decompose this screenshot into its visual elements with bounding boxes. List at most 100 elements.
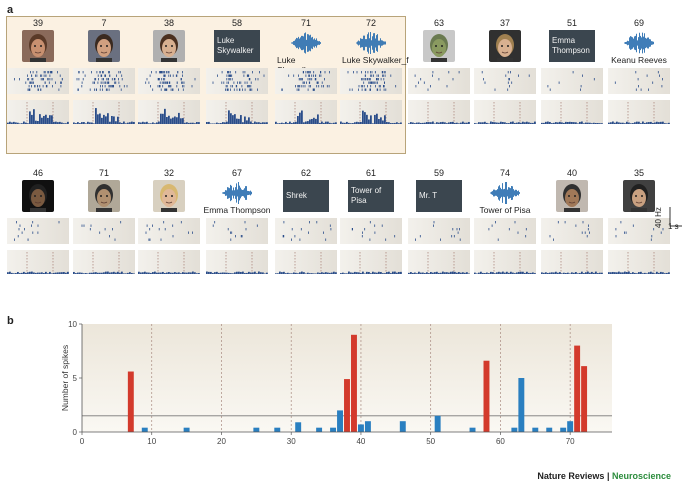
spike-raster xyxy=(474,218,536,244)
bar-picture-63 xyxy=(518,378,525,432)
picture-number: 72 xyxy=(365,18,376,28)
spike-raster xyxy=(73,68,135,94)
psth-histogram xyxy=(73,250,135,274)
picture-number: 71 xyxy=(300,18,311,28)
face-image xyxy=(556,180,588,212)
bar-picture-51 xyxy=(434,415,441,432)
spike-raster xyxy=(275,218,337,244)
bar-picture-15 xyxy=(183,427,190,432)
spike-raster xyxy=(7,218,69,244)
spike-raster xyxy=(474,68,536,94)
picture-number: 39 xyxy=(32,18,43,28)
name-card: Mr. T xyxy=(416,180,462,212)
bar-picture-46 xyxy=(399,421,406,432)
spike-raster xyxy=(340,68,402,94)
bar-picture-9 xyxy=(141,427,148,432)
psth-histogram xyxy=(541,250,603,274)
psth-histogram xyxy=(138,250,200,274)
bar-picture-38 xyxy=(344,379,350,432)
psth-histogram xyxy=(275,250,337,274)
face-image xyxy=(22,30,54,62)
name-card: Tower of Pisa xyxy=(348,180,394,212)
y-tick-label: 0 xyxy=(73,428,78,437)
scale-rate-label: 40 Hz xyxy=(654,207,663,228)
bar-picture-67 xyxy=(546,427,553,432)
picture-number: 74 xyxy=(499,168,510,178)
psth-histogram xyxy=(206,250,268,274)
picture-number: 62 xyxy=(300,168,311,178)
psth-histogram xyxy=(275,100,337,124)
scale-time-label: 1 s xyxy=(668,222,679,231)
x-tick-label: 30 xyxy=(287,437,296,445)
picture-number: 71 xyxy=(98,168,109,178)
bar-picture-65 xyxy=(532,427,539,432)
audio-waveform-icon xyxy=(222,182,252,204)
picture-number: 40 xyxy=(566,168,577,178)
face-image xyxy=(489,30,521,62)
audio-waveform-icon xyxy=(490,182,520,204)
bar-picture-69 xyxy=(560,427,567,432)
psth-histogram xyxy=(408,250,470,274)
x-tick-label: 20 xyxy=(217,437,226,445)
picture-number: 35 xyxy=(633,168,644,178)
bar-picture-62 xyxy=(511,427,518,432)
brand-journal: Neuroscience xyxy=(611,471,671,481)
bar-picture-70 xyxy=(567,421,574,432)
psth-histogram xyxy=(340,250,402,274)
psth-histogram xyxy=(608,250,670,274)
spike-raster xyxy=(7,68,69,94)
spike-raster xyxy=(541,68,603,94)
face-image xyxy=(423,30,455,62)
bar-picture-37 xyxy=(337,410,343,432)
psth-histogram xyxy=(608,100,670,124)
spike-raster xyxy=(275,68,337,94)
bar-picture-72 xyxy=(581,366,588,432)
audio-label: Keanu Reeves xyxy=(611,55,667,65)
panel-b-label: b xyxy=(7,315,14,327)
spike-raster xyxy=(206,218,268,244)
psth-histogram xyxy=(541,100,603,124)
bar-picture-7 xyxy=(127,371,134,432)
spike-raster xyxy=(541,218,603,244)
bar-picture-58 xyxy=(483,360,490,432)
spike-raster xyxy=(608,218,670,244)
audio-waveform-icon xyxy=(624,32,654,54)
psth-histogram xyxy=(408,100,470,124)
spike-raster xyxy=(73,218,135,244)
bar-picture-25 xyxy=(253,427,260,432)
psth-histogram xyxy=(73,100,135,124)
spike-raster xyxy=(408,218,470,244)
face-image xyxy=(153,30,185,62)
spike-raster xyxy=(340,218,402,244)
picture-number: 37 xyxy=(499,18,510,28)
x-tick-label: 40 xyxy=(356,437,365,445)
bar-picture-41 xyxy=(364,421,371,432)
brand-separator: | xyxy=(604,471,612,481)
face-image xyxy=(22,180,54,212)
spike-raster xyxy=(408,68,470,94)
picture-number: 69 xyxy=(633,18,644,28)
name-card: Shrek xyxy=(283,180,329,212)
bar-picture-34 xyxy=(316,427,323,432)
picture-number: 51 xyxy=(566,18,577,28)
psth-histogram xyxy=(7,250,69,274)
picture-number: 7 xyxy=(101,18,107,28)
spike-raster xyxy=(608,68,670,94)
audio-label: Tower of Pisa xyxy=(479,205,531,215)
picture-number: 58 xyxy=(231,18,242,28)
audio-waveform-icon xyxy=(356,32,386,54)
face-image xyxy=(88,30,120,62)
audio-label: Luke Skywalker_f xyxy=(342,55,409,65)
psth-histogram xyxy=(138,100,200,124)
bar-picture-31 xyxy=(295,422,302,432)
face-image xyxy=(88,180,120,212)
y-tick-label: 10 xyxy=(68,320,77,329)
spike-raster xyxy=(138,218,200,244)
audio-waveform-icon xyxy=(291,32,321,54)
picture-number: 63 xyxy=(433,18,444,28)
psth-histogram xyxy=(474,250,536,274)
y-tick-label: 5 xyxy=(73,374,78,383)
audio-label: Emma Thompson xyxy=(203,205,271,215)
psth-histogram xyxy=(206,100,268,124)
picture-number: 59 xyxy=(433,168,444,178)
